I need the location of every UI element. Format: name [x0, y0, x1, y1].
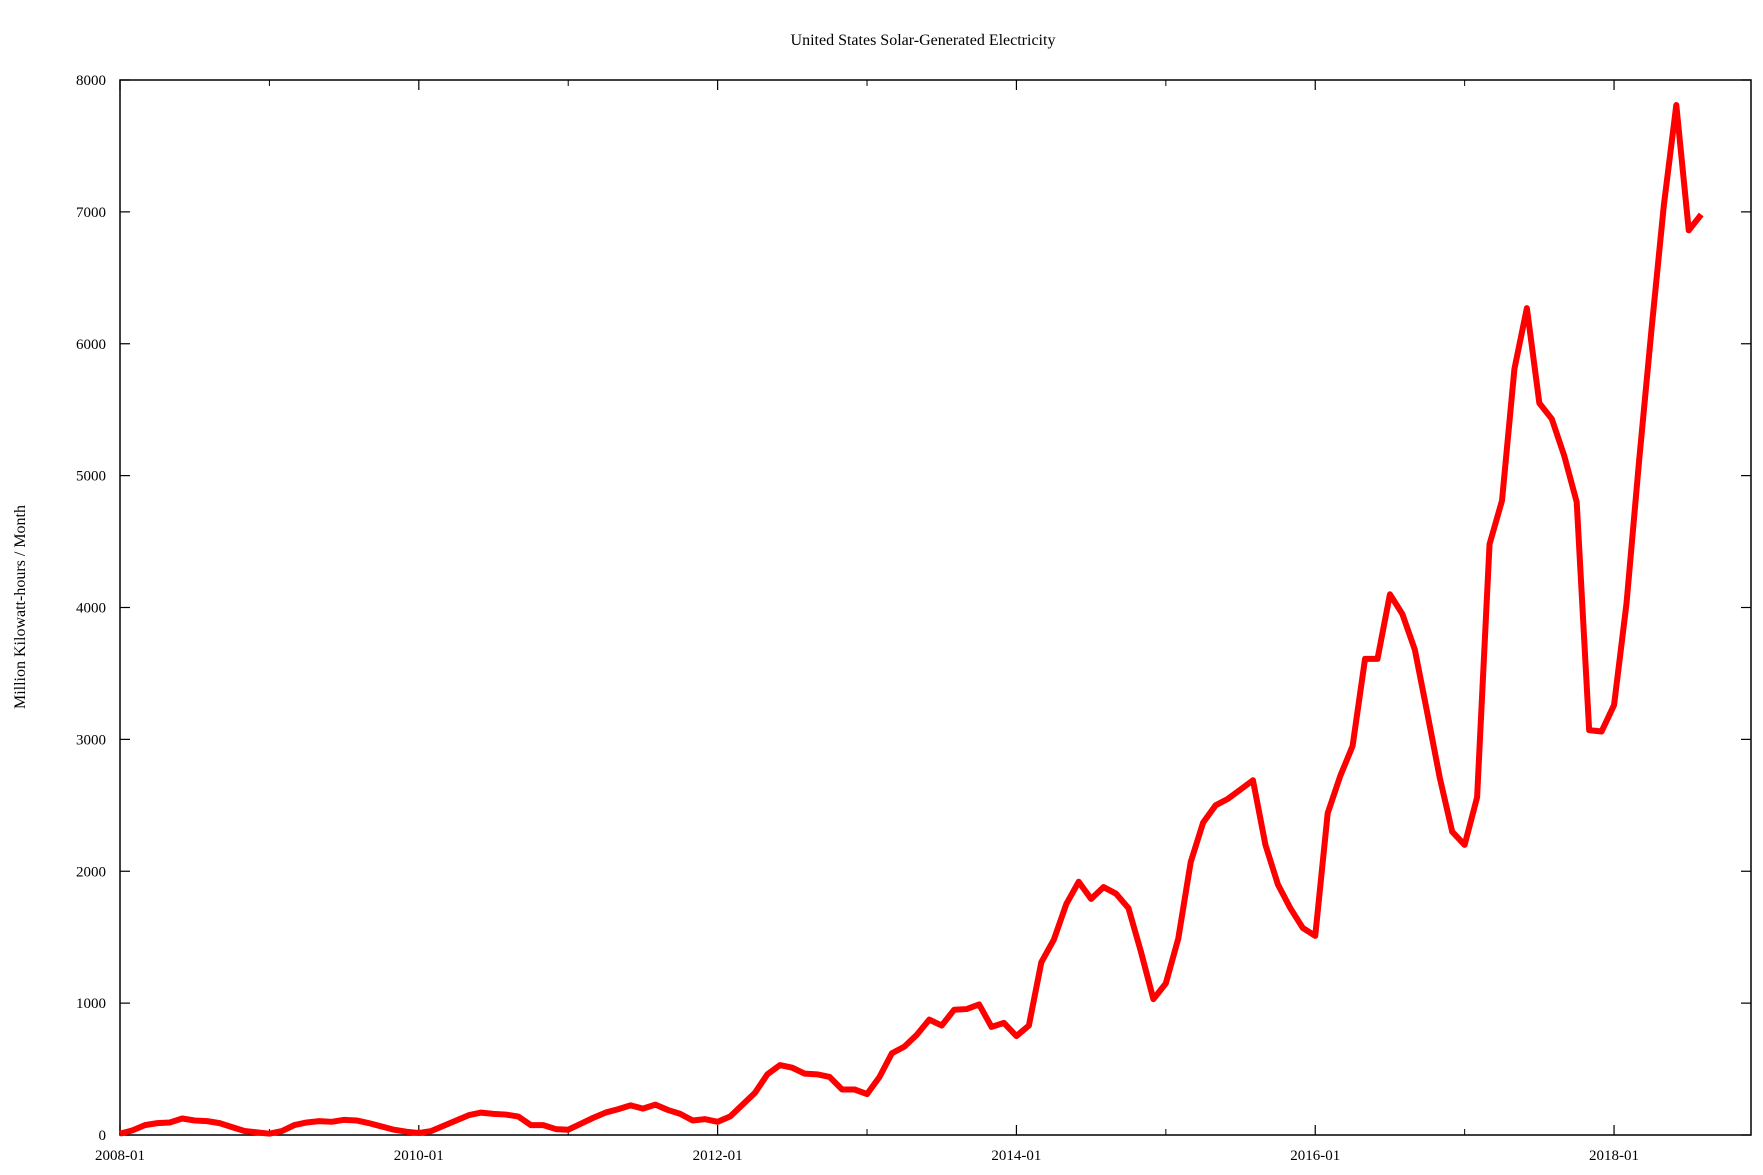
y-tick-label: 6000: [76, 337, 106, 353]
y-tick-label: 5000: [76, 469, 106, 485]
y-tick-label: 8000: [76, 73, 106, 89]
series-line: [119, 102, 1704, 1137]
y-tick-label: 1000: [76, 996, 106, 1012]
y-tick-label: 7000: [76, 205, 106, 221]
plot-area: 0 1000 2000 3000 4000 5000 6000 7000 8000 2008-01…: [76, 73, 1752, 1164]
x-tick-label: 2016-01: [1290, 1148, 1340, 1164]
y-axis-label: Million Kilowatt-hours / Month: [12, 505, 29, 709]
x-tick-label: 2014-01: [991, 1148, 1041, 1164]
x-tick-label: 2018-01: [1589, 1148, 1639, 1164]
y-tick-label: 2000: [76, 864, 106, 880]
x-tick-label: 2012-01: [693, 1148, 743, 1164]
y-tick-label: 3000: [76, 732, 106, 748]
chart-title: United States Solar-Generated Electricit…: [791, 32, 1056, 49]
plot-frame: [119, 79, 1752, 1136]
x-tick-label: 2010-01: [394, 1148, 444, 1164]
y-tick-label: 4000: [76, 601, 106, 617]
x-tick-label: 2008-01: [95, 1148, 145, 1164]
y-tick-label: 0: [99, 1128, 107, 1144]
